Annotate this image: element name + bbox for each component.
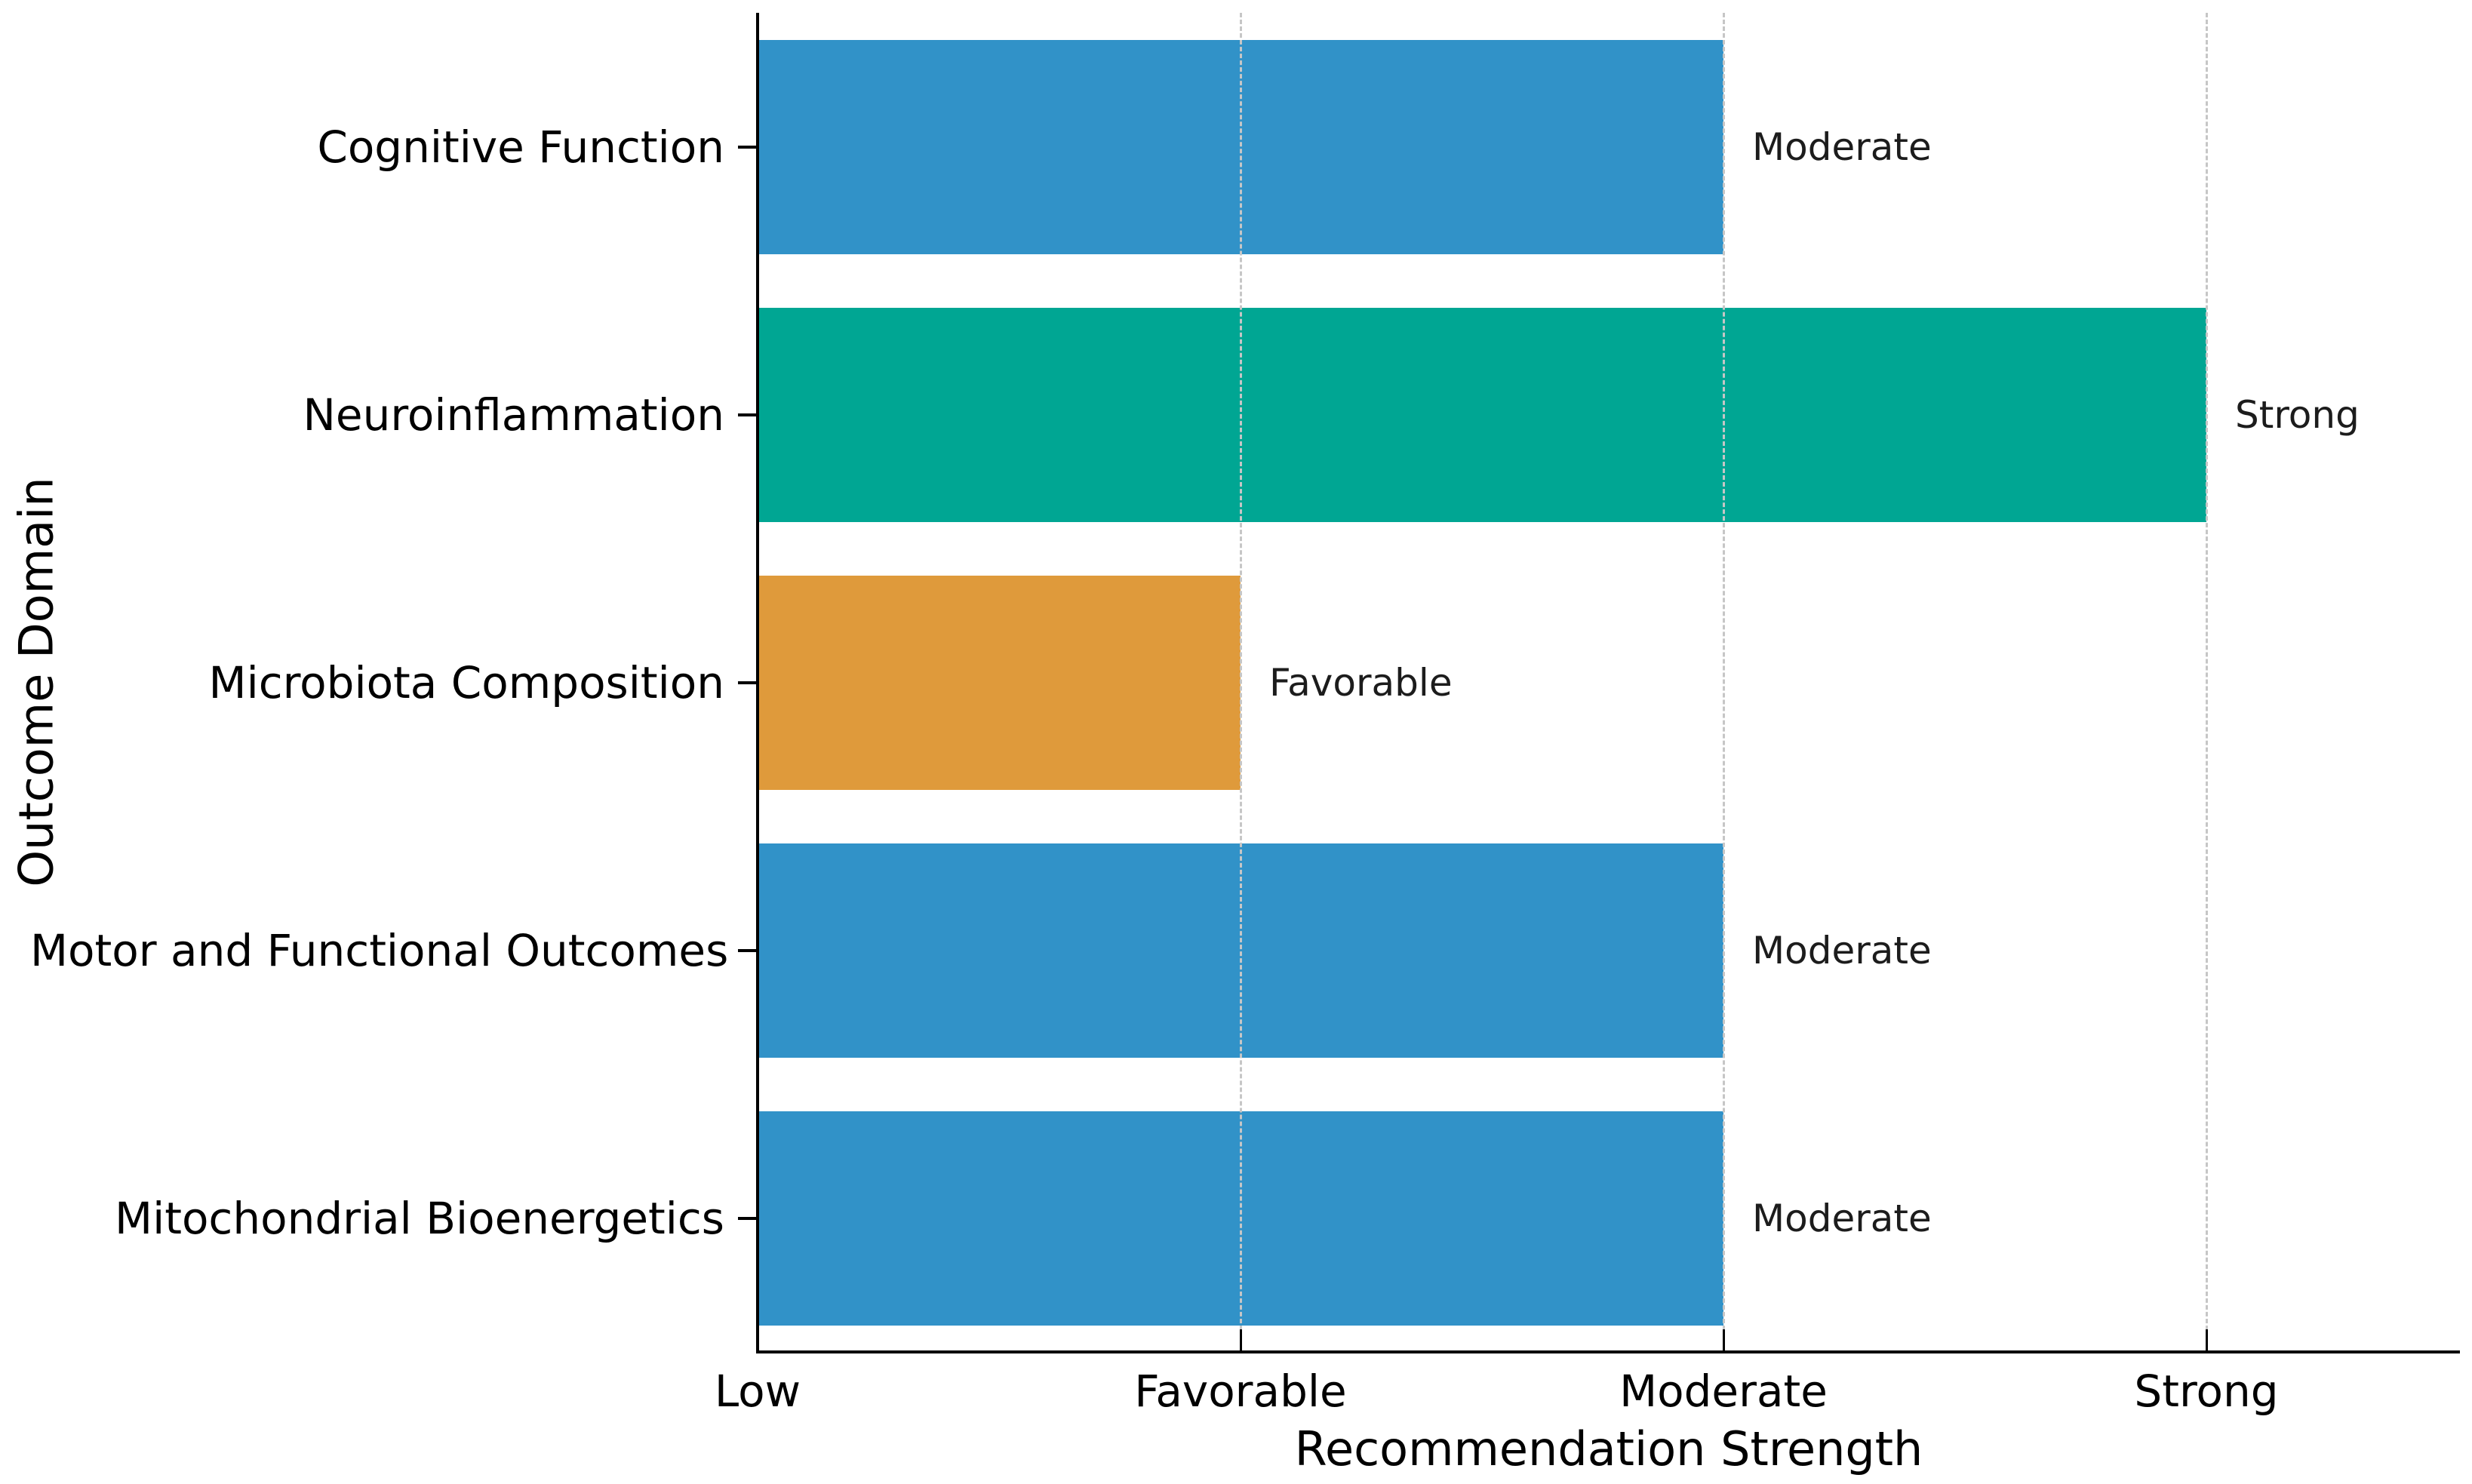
- gridline: [1723, 13, 1725, 1350]
- bar-value-label: Moderate: [1752, 125, 1932, 169]
- y-tick-mark: [738, 146, 758, 149]
- x-tick-mark: [1240, 1329, 1242, 1350]
- gridline: [1240, 13, 1242, 1350]
- gridline: [2206, 13, 2208, 1350]
- x-axis-spine: [756, 1350, 2460, 1353]
- y-axis-spine: [756, 13, 759, 1353]
- y-tick-label: Neuroinflammation: [303, 389, 724, 441]
- bar: [758, 308, 2206, 522]
- bar-value-label: Favorable: [1269, 661, 1453, 705]
- y-tick-label: Cognitive Function: [317, 121, 724, 173]
- x-axis-title: Recommendation Strength: [1294, 1421, 1923, 1476]
- bar-value-label: Strong: [2235, 393, 2360, 437]
- y-tick-mark: [738, 413, 758, 416]
- bar: [758, 576, 1241, 790]
- y-tick-label: Motor and Functional Outcomes: [30, 925, 729, 976]
- y-tick-mark: [738, 949, 758, 952]
- x-tick-label: Low: [714, 1366, 801, 1417]
- bar-value-label: Moderate: [1752, 1197, 1932, 1240]
- x-tick-mark: [2206, 1329, 2208, 1350]
- x-tick-label: Strong: [2134, 1366, 2279, 1417]
- x-tick-label: Moderate: [1619, 1366, 1828, 1417]
- y-tick-mark: [738, 1217, 758, 1220]
- y-tick-label: Microbiota Composition: [208, 657, 724, 708]
- bar-value-label: Moderate: [1752, 929, 1932, 972]
- y-axis-title: Outcome Domain: [8, 477, 64, 887]
- x-tick-mark: [1723, 1329, 1725, 1350]
- y-tick-label: Mitochondrial Bioenergetics: [115, 1193, 724, 1244]
- x-tick-label: Favorable: [1134, 1366, 1347, 1417]
- y-tick-mark: [738, 681, 758, 684]
- plot-area: [758, 13, 2460, 1350]
